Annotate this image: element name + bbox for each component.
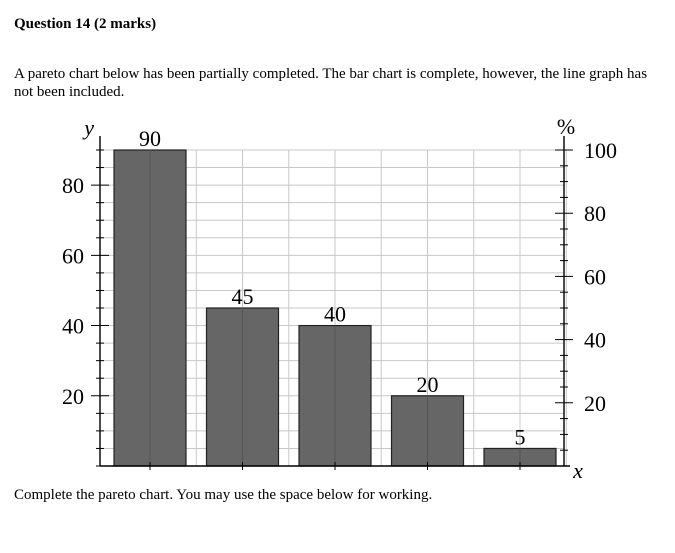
x-axis-label: x: [572, 458, 583, 483]
y2-tick-label: 100: [584, 138, 617, 163]
chart-axes: [91, 136, 573, 470]
bar-data-label: 45: [232, 284, 254, 309]
y-tick-label: 60: [62, 243, 84, 268]
y-tick-label: 40: [62, 314, 84, 339]
question-heading: Question 14 (2 marks): [14, 16, 157, 32]
bar-data-label: 40: [324, 302, 346, 327]
y2-tick-label: 40: [584, 328, 606, 353]
bar-data-label: 20: [417, 372, 439, 397]
chart-labels: 90 45 40 20 5 20 40 60 80 20 40 60 80 100 y % x: [62, 114, 617, 483]
y2-tick-label: 80: [584, 201, 606, 226]
y-axis-label: y: [82, 115, 94, 140]
y-tick-label: 80: [62, 173, 84, 198]
y-tick-label: 20: [62, 384, 84, 409]
question-intro: A pareto chart below has been partially …: [14, 66, 648, 100]
question-footer: Complete the pareto chart. You may use t…: [14, 487, 433, 503]
y2-axis-label: %: [557, 114, 575, 139]
chart-bars: [113, 149, 557, 467]
y2-tick-label: 60: [584, 264, 606, 289]
y2-tick-label: 20: [584, 391, 606, 416]
bar-data-label: 90: [139, 126, 161, 151]
bar-data-label: 5: [515, 424, 526, 449]
